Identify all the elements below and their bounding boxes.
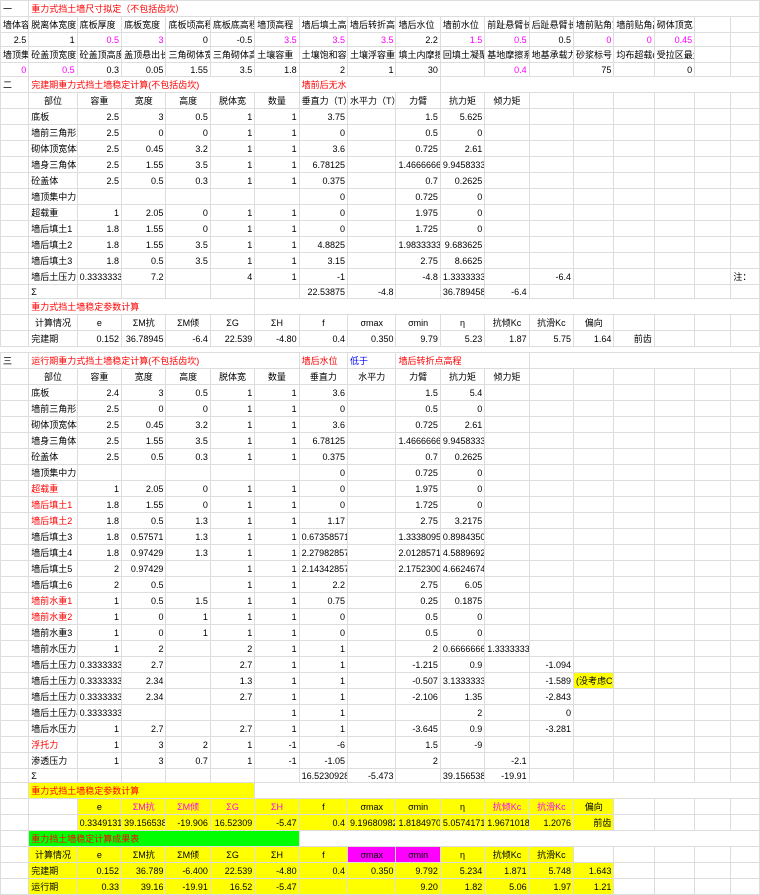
- summary-title: 重力挡土墙稳定计算成果表: [29, 831, 299, 847]
- sec2-title: 完建期重力式挡土墙稳定计算(不包括齿坎): [29, 77, 299, 93]
- sec3-num: 三: [1, 353, 29, 369]
- sec3-calc-title: 重力式挡土墙稳定参数计算: [29, 783, 255, 799]
- sec1-num: 一: [1, 1, 29, 17]
- sec2-calc-title: 重力式挡土墙稳定参数计算: [29, 299, 255, 315]
- main-table: 一重力式挡土墙尺寸拟定（不包括齿坎） 墙体容重脱离体宽度底板厚度底板宽度底板顷高…: [0, 0, 760, 895]
- sec3-title: 运行期重力式挡土墙稳定计算(不包括齿坎): [29, 353, 299, 369]
- sec1-title: 重力式挡土墙尺寸拟定（不包括齿坎）: [29, 1, 760, 17]
- sec2-sub: 墙前后无水: [299, 77, 440, 93]
- sec2-num: 二: [1, 77, 29, 93]
